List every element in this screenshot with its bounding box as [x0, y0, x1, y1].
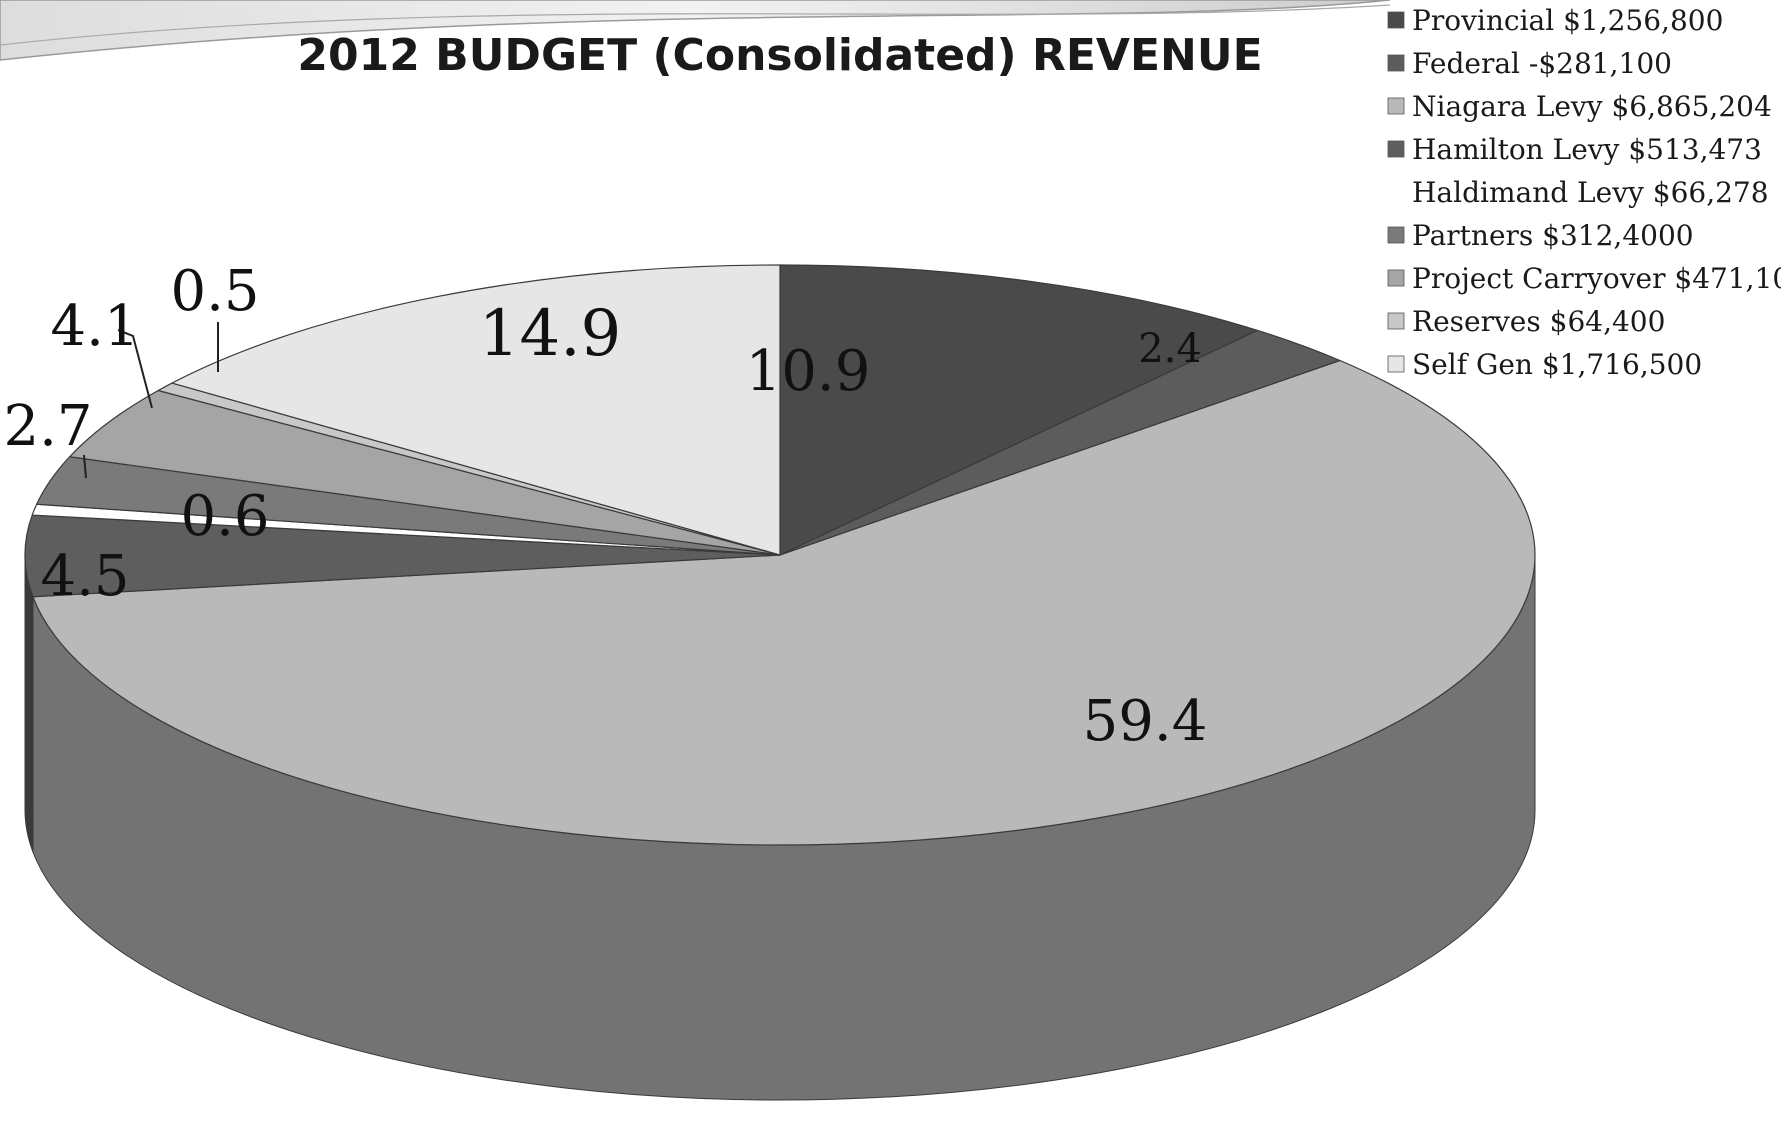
leader-line [83, 454, 87, 479]
pie-slice-self-gen [171, 264, 781, 556]
pie-side-hamilton-levy [24, 554, 34, 852]
pie-slice-niagara-levy [32, 359, 1536, 846]
label-leader-lines [83, 322, 219, 479]
legend-label-provincial: Provincial $1,256,800 [1412, 4, 1723, 37]
legend-label-hamilton-levy: Hamilton Levy $513,473 [1412, 133, 1762, 166]
pie-slice-hamilton-levy [24, 514, 781, 598]
data-label-provincial: 10.9 [746, 339, 871, 404]
legend-swatch-self-gen [1387, 355, 1405, 373]
data-label-federal: 2.4 [1138, 326, 1202, 372]
data-label-hamilton-levy: 4.5 [40, 544, 129, 609]
legend-swatch-niagara-levy [1387, 97, 1405, 115]
legend-swatch-provincial [1387, 11, 1405, 29]
data-label-self-gen: 14.9 [479, 297, 622, 371]
legend-label-reserves: Reserves $64,400 [1412, 305, 1665, 338]
legend-swatch-partners [1387, 226, 1405, 244]
legend-swatch-federal [1387, 54, 1405, 72]
chart-title: 2012 BUDGET (Consolidated) REVENUE [297, 30, 1262, 81]
data-label-project-carryover: 4.1 [50, 294, 139, 359]
legend-label-haldimand-levy: Haldimand Levy $66,278 [1412, 176, 1769, 209]
pie-slices [24, 264, 1536, 1101]
background-swoosh-line [0, 4, 1391, 46]
legend-label-federal: Federal -$281,100 [1412, 47, 1672, 80]
data-label-haldimand-levy: 0.6 [180, 484, 269, 549]
background-swoosh [0, 0, 1391, 61]
legend-swatch-hamilton-levy [1387, 140, 1405, 158]
pie-slice-project-carryover [69, 389, 781, 556]
legend-swatch-project-carryover [1387, 269, 1405, 287]
legend-swatch-reserves [1387, 312, 1405, 330]
legend: Provincial $1,256,800 Federal -$281,100 Ni… [1387, 4, 1781, 381]
data-label-partners: 2.7 [3, 394, 92, 459]
pie-slice-provincial [779, 264, 1259, 556]
data-label-reserves: 0.5 [170, 259, 259, 324]
data-labels: 10.9 2.4 59.4 4.5 0.6 2.7 4.1 0.5 14.9 [3, 259, 1207, 754]
legend-label-project-carryover: Project Carryover $471,100 [1412, 262, 1781, 295]
leader-line [117, 329, 153, 409]
legend-label-partners: Partners $312,4000 [1412, 219, 1694, 252]
legend-label-niagara-levy: Niagara Levy $6,865,204 [1412, 90, 1772, 123]
legend-label-self-gen: Self Gen $1,716,500 [1412, 348, 1702, 381]
data-label-niagara-levy: 59.4 [1083, 689, 1208, 754]
